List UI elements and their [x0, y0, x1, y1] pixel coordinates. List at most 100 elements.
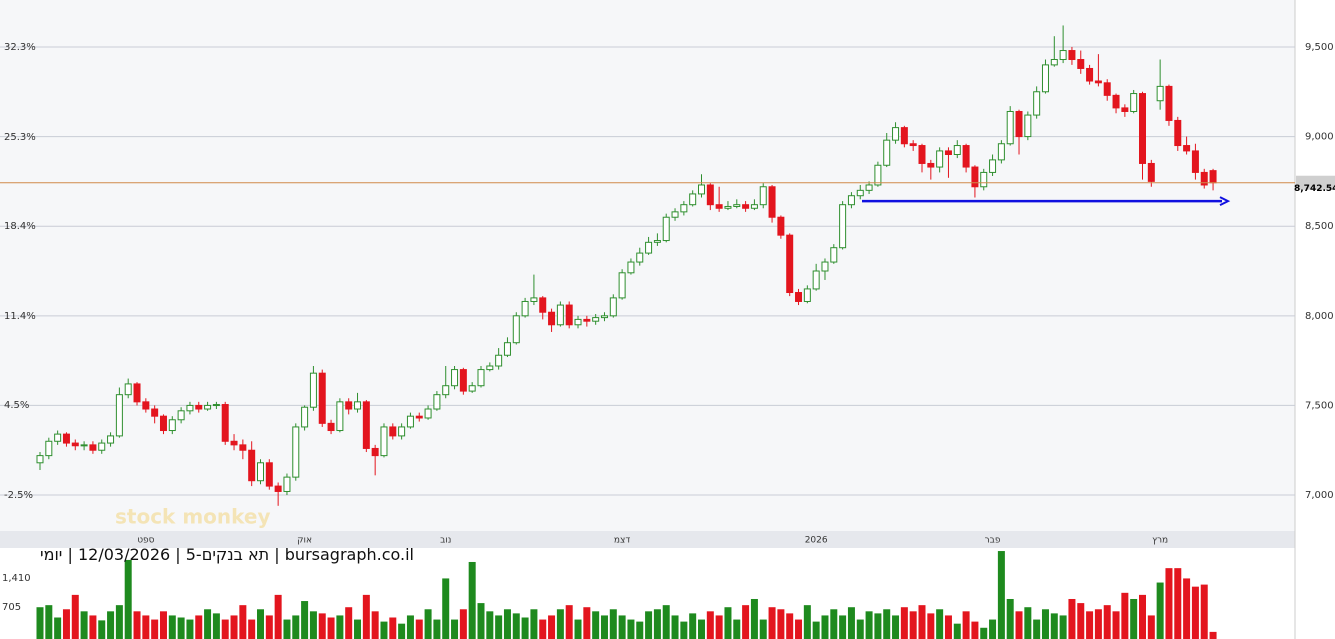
- volume-bar: [195, 615, 203, 639]
- candle-body: [698, 184, 705, 195]
- x-tick-label: פבר: [985, 536, 1001, 546]
- volume-bar: [45, 605, 53, 639]
- volume-bar: [1121, 592, 1129, 639]
- y-tick-label: 7,500: [1305, 400, 1334, 411]
- candle-body: [803, 288, 811, 302]
- candle-body: [600, 315, 608, 319]
- candle-body: [380, 426, 388, 457]
- volume-bar: [777, 609, 785, 639]
- candle-body: [892, 127, 900, 141]
- x-tick-label: דצמ: [614, 536, 630, 546]
- volume-bar: [733, 619, 741, 639]
- candle-body: [415, 415, 423, 419]
- candle-body: [671, 211, 679, 218]
- volume-bar: [1139, 594, 1146, 639]
- volume-bar: [318, 613, 326, 639]
- volume-bar: [1024, 607, 1032, 639]
- candle-body: [1139, 93, 1146, 164]
- volume-bar: [1147, 615, 1155, 639]
- candle-body: [548, 311, 556, 326]
- candle-body: [1130, 93, 1138, 112]
- candle-body: [186, 404, 194, 412]
- x-tick-label: 2026: [805, 536, 828, 546]
- candle-body: [1059, 50, 1067, 61]
- volume-bar: [230, 615, 238, 639]
- watermark: stock monkey: [115, 505, 271, 529]
- volume-bar: [107, 611, 115, 639]
- candle-body: [89, 444, 97, 451]
- volume-bar: [292, 615, 300, 639]
- volume-bar: [354, 619, 362, 639]
- volume-bar: [1156, 582, 1164, 639]
- candle-body: [98, 442, 106, 451]
- x-tick-label: מרץ: [1152, 536, 1168, 546]
- last-price-label: 8,742.54: [1294, 184, 1335, 194]
- x-tick-label: ספט: [137, 536, 154, 546]
- candle-body: [944, 150, 952, 156]
- candle-body: [750, 204, 758, 209]
- volume-bar: [636, 621, 644, 639]
- candle-body: [618, 272, 626, 299]
- volume-bar: [556, 609, 564, 639]
- candle-body: [539, 297, 547, 313]
- volume-bar: [662, 605, 670, 639]
- candle-body: [645, 241, 653, 254]
- volume-bar: [1183, 578, 1191, 639]
- candle-body: [257, 462, 264, 482]
- volume-bar: [221, 619, 229, 639]
- y2-tick-label: 11.4%: [4, 311, 36, 322]
- volume-bar: [80, 611, 88, 639]
- candle-body: [821, 261, 829, 272]
- volume-bar: [442, 578, 450, 639]
- volume-bar: [971, 621, 979, 639]
- volume-bar: [265, 615, 273, 639]
- volume-bar: [600, 615, 608, 639]
- candle-body: [177, 410, 185, 421]
- volume-bar: [874, 613, 882, 639]
- candle-body: [248, 449, 256, 482]
- candle-body: [962, 145, 970, 168]
- candle-body: [759, 186, 767, 206]
- volume-bar: [609, 609, 617, 639]
- volume-bar: [159, 611, 167, 639]
- volume-bar: [1103, 605, 1111, 639]
- candle-body: [715, 204, 723, 209]
- volume-bar: [451, 619, 459, 639]
- y2-tick-label: 18.4%: [4, 221, 36, 232]
- volume-bar: [124, 559, 132, 639]
- candle-body: [512, 315, 520, 344]
- volume-bar: [398, 623, 406, 639]
- candle-body: [1200, 171, 1208, 186]
- volume-bar: [459, 609, 467, 639]
- volume-bar: [795, 619, 803, 639]
- candle-body: [1033, 91, 1041, 116]
- volume-bar: [1077, 603, 1085, 639]
- volume-bar: [768, 607, 776, 639]
- candle-body: [398, 426, 406, 437]
- volume-bar: [997, 551, 1005, 639]
- candle-body: [1209, 170, 1217, 184]
- candle-body: [62, 433, 70, 444]
- volume-bar: [689, 613, 697, 639]
- candle-body: [486, 365, 494, 371]
- volume-bar: [847, 607, 855, 639]
- volume-bar: [345, 607, 353, 639]
- volume-bar: [257, 609, 264, 639]
- candle-body: [301, 406, 309, 428]
- volume-bar: [1033, 619, 1041, 639]
- candle-body: [521, 300, 529, 317]
- volume-bar: [530, 609, 538, 639]
- volume-bar: [1200, 584, 1208, 639]
- volume-bar: [1174, 568, 1182, 639]
- volume-bar: [962, 611, 970, 639]
- volume-bar: [821, 615, 829, 639]
- volume-bar: [380, 621, 388, 639]
- volume-bar: [592, 611, 600, 639]
- volume-bar: [627, 619, 635, 639]
- volume-bar: [204, 609, 212, 639]
- candle-body: [433, 394, 441, 410]
- candle-body: [124, 383, 132, 396]
- volume-bar: [548, 615, 556, 639]
- volume-bar: [186, 619, 194, 639]
- volume-bar: [865, 611, 873, 639]
